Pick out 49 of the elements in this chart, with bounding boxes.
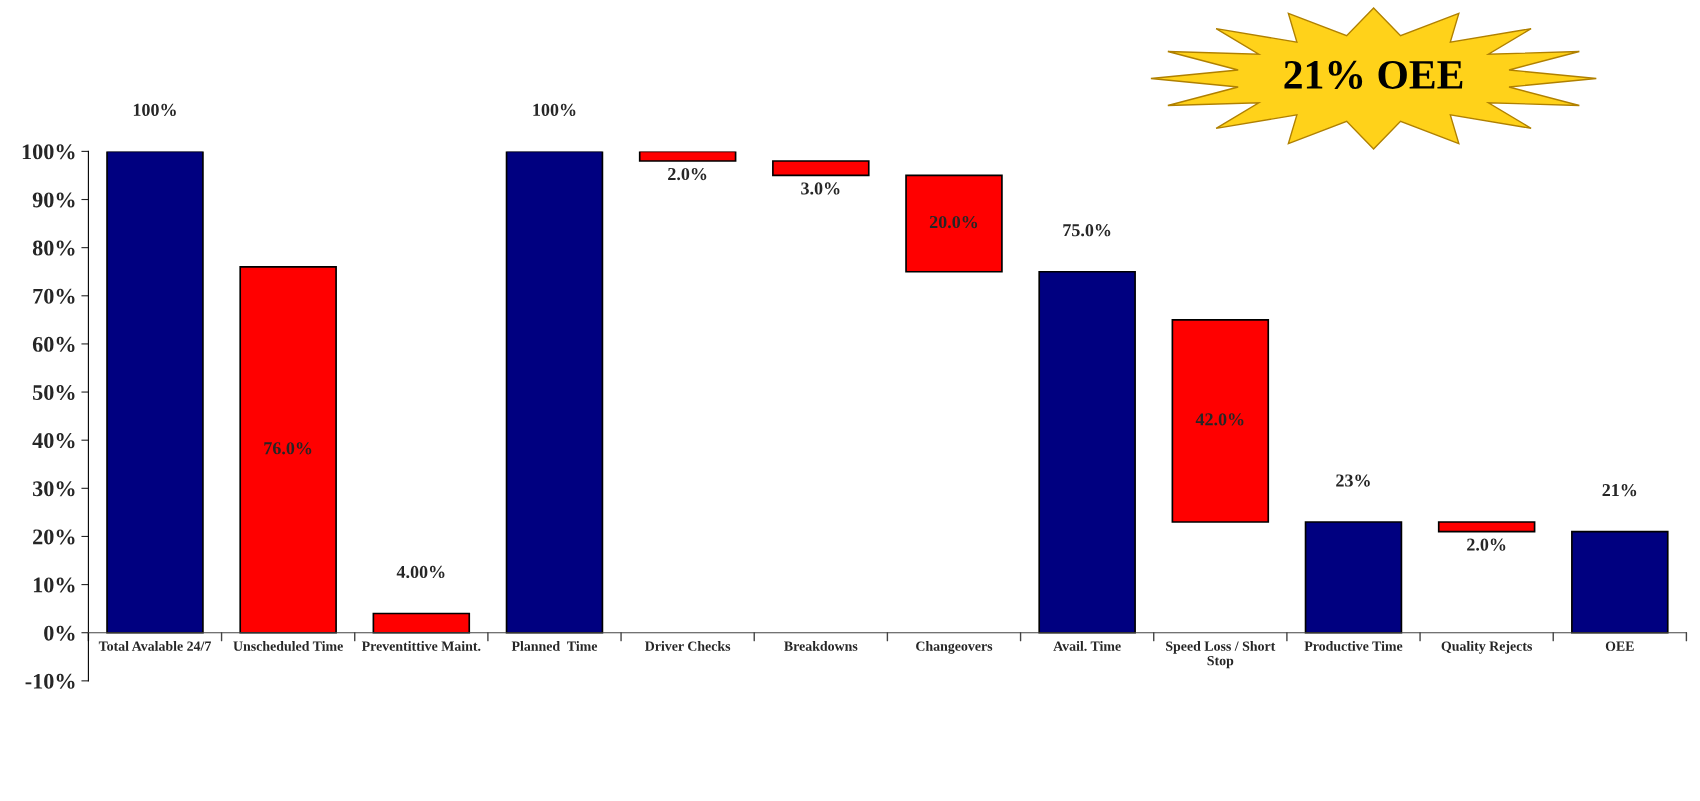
data-label: 100% [133,103,176,117]
data-label: 21% [1602,484,1637,497]
y-tick-label: 0% [44,625,75,641]
data-label: 20.0% [929,215,978,229]
bar [1304,521,1403,634]
bar [239,266,337,634]
y-tick-label: 40% [32,433,75,449]
bar [905,174,1003,273]
data-label: 4.00% [396,565,445,579]
y-tick-label: 60% [32,336,75,352]
y-tick-label: 90% [32,192,75,208]
bar [505,151,604,634]
data-label: 42.0% [1195,413,1244,426]
bar [1571,530,1669,634]
x-tick-label: Unscheduled Time [233,641,343,651]
y-tick-label: 20% [33,529,75,545]
y-tick-label: 100% [22,144,75,160]
y-tick-label: 80% [32,240,75,256]
x-tick-label: Quality Rejects [1441,641,1533,654]
data-label: 23% [1336,474,1370,487]
bar [1038,270,1136,634]
bar [638,151,737,162]
x-tick-label: Total Avalable 24/7 [98,641,211,651]
x-tick-label: Driver Checks [645,641,731,651]
bar [772,160,870,177]
data-label: 3.0% [801,182,840,195]
x-tick-label: Avail. Time [1053,641,1121,651]
y-tick-label: -10% [25,673,75,689]
x-tick-label: Preventittive Maint. [361,641,481,651]
bar [1437,521,1536,533]
data-label: 2.0% [1467,538,1506,551]
x-tick-label: Speed Loss / Short Stop [1166,641,1276,669]
y-tick-label: 70% [33,288,75,304]
text: 21% OEE [1284,60,1463,90]
x-tick-label: OEE [1605,641,1634,651]
data-label: 100% [533,103,576,117]
data-label: 75.0% [1063,224,1111,237]
bar [1171,319,1270,523]
y-tick-label: 10% [33,577,75,593]
y-tick-label: 50% [33,384,75,401]
x-tick-label: Planned Time [511,641,598,651]
data-label: 2.0% [668,167,707,181]
bar [106,151,204,634]
bar [372,612,471,634]
y-tick-label: 30% [32,481,75,497]
x-tick-label: Breakdowns [784,641,858,651]
x-tick-label: Productive Time [1304,641,1403,651]
data-label: 76.0% [264,442,312,455]
x-tick-label: Changeovers [916,641,993,654]
